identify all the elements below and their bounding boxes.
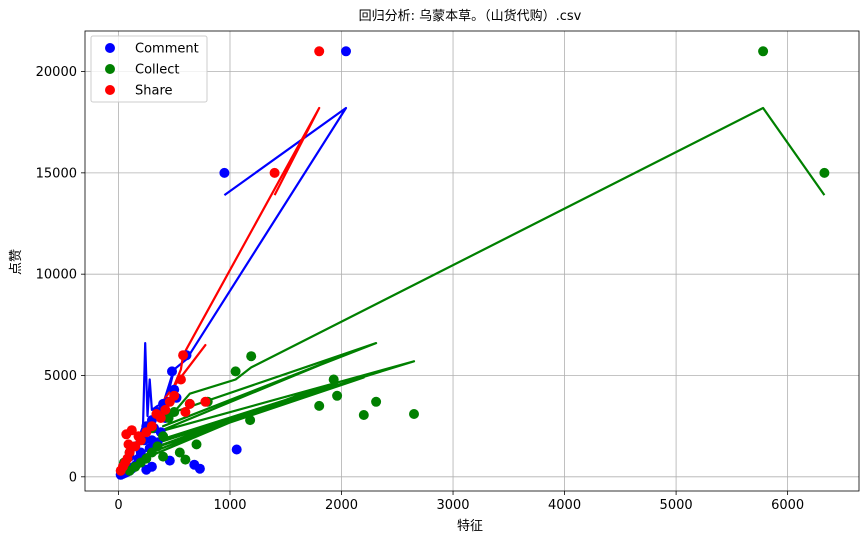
y-axis: 0 5000 10000 15000 20000 xyxy=(36,65,85,485)
chart-title: 回归分析: 乌蒙本草。（山货代购）.csv xyxy=(359,8,582,24)
legend-label-comment: Comment xyxy=(135,42,199,57)
collect-point xyxy=(409,409,419,419)
y-tick-label: 15000 xyxy=(36,166,77,181)
share-point xyxy=(184,398,195,409)
share-point xyxy=(164,396,175,407)
y-axis-title: 点赞 xyxy=(9,249,24,275)
share-point xyxy=(160,404,171,415)
collect-point xyxy=(758,46,769,57)
legend-box xyxy=(90,35,208,103)
scatter-points xyxy=(115,46,830,480)
plot-area xyxy=(84,30,860,492)
collect-point xyxy=(314,400,325,411)
collect-regression-line xyxy=(117,106,826,478)
collect-point xyxy=(246,351,257,362)
collect-point xyxy=(328,374,339,385)
collect-point xyxy=(174,447,185,458)
y-tick-label: 0 xyxy=(69,470,77,485)
x-axis: 0 1000 2000 3000 4000 5000 6000 xyxy=(114,491,804,513)
share-point xyxy=(314,46,325,57)
y-tick-label: 20000 xyxy=(36,65,77,80)
x-tick-label: 3000 xyxy=(436,498,469,513)
share-point xyxy=(133,431,144,442)
collect-point xyxy=(180,454,191,465)
plot-frame xyxy=(84,30,860,492)
share-point xyxy=(178,350,189,361)
comment-point xyxy=(231,444,242,455)
collect-point xyxy=(158,451,169,462)
collect-point xyxy=(158,431,169,442)
y-tick-label: 10000 xyxy=(36,268,77,283)
comment-point xyxy=(141,464,152,475)
x-axis-title: 特征 xyxy=(457,519,483,534)
share-point xyxy=(141,427,152,438)
share-point xyxy=(200,396,211,407)
x-tick-label: 0 xyxy=(114,498,122,513)
share-point xyxy=(123,439,134,450)
collect-point xyxy=(819,167,830,178)
x-tick-label: 6000 xyxy=(771,498,804,513)
grid-lines xyxy=(85,31,859,491)
plot-background xyxy=(85,31,859,491)
share-point xyxy=(175,374,186,385)
y-tick-label: 5000 xyxy=(44,369,77,384)
share-point xyxy=(115,465,126,476)
collect-point xyxy=(358,410,369,420)
share-point xyxy=(126,425,137,436)
share-point xyxy=(151,409,162,419)
collect-point xyxy=(371,396,382,407)
share-point xyxy=(269,167,280,178)
comment-point xyxy=(194,463,205,474)
legend-marker-collect xyxy=(105,64,115,74)
collect-point xyxy=(191,439,202,450)
share-point xyxy=(180,407,191,417)
legend: Comment Collect Share xyxy=(90,35,208,103)
x-tick-label: 1000 xyxy=(213,498,246,513)
x-tick-label: 5000 xyxy=(660,498,693,513)
legend-marker-comment xyxy=(105,43,115,53)
legend-label-collect: Collect xyxy=(135,63,180,78)
collect-point xyxy=(230,366,241,377)
comment-point xyxy=(341,46,351,57)
comment-point xyxy=(167,366,177,377)
legend-marker-share xyxy=(105,85,115,95)
collect-point xyxy=(245,415,256,426)
x-tick-label: 2000 xyxy=(325,498,358,513)
collect-point xyxy=(163,413,174,423)
legend-label-share: Share xyxy=(135,84,173,99)
x-tick-label: 4000 xyxy=(548,498,581,513)
comment-point xyxy=(219,167,230,178)
collect-point xyxy=(332,390,343,401)
